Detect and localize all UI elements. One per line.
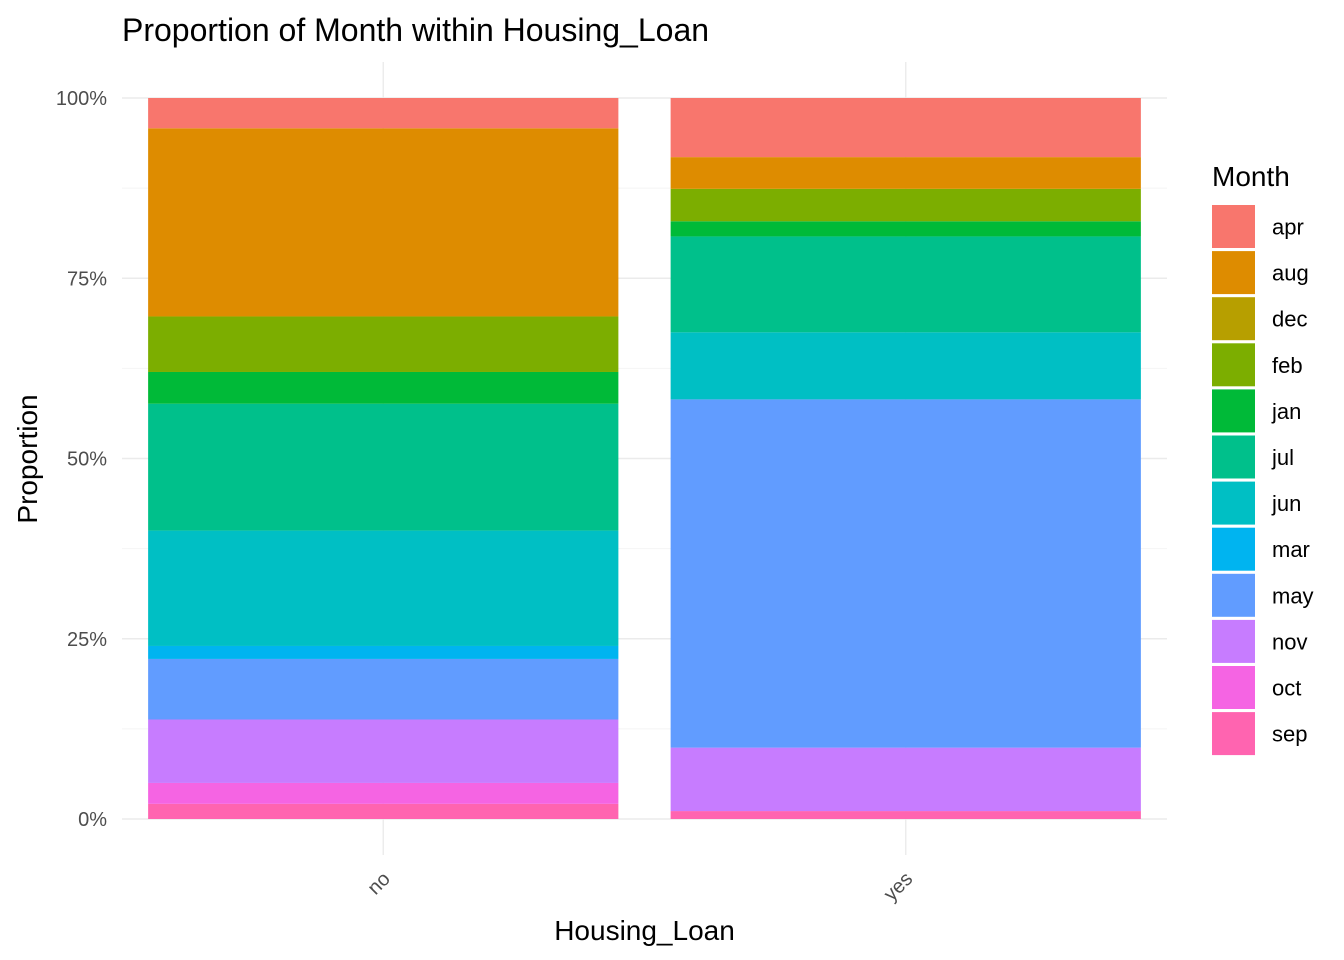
- legend-key-aug: [1212, 251, 1255, 295]
- chart-title: Proportion of Month within Housing_Loan: [122, 12, 709, 48]
- bar-segment-no-aug: [148, 128, 619, 317]
- bar-segment-yes-jun: [670, 332, 1141, 400]
- bar-segment-yes-apr: [670, 98, 1141, 158]
- legend-key-jun: [1212, 481, 1255, 525]
- bar-segment-yes-jul: [670, 236, 1141, 333]
- bar-segment-no-mar: [148, 645, 619, 659]
- legend-key-may: [1212, 573, 1255, 617]
- y-tick-label: 75%: [67, 268, 107, 290]
- bar-segment-yes-may: [670, 399, 1141, 748]
- legend-label-jul: jul: [1271, 445, 1294, 470]
- bar-segment-no-jul: [148, 403, 619, 531]
- legend-label-mar: mar: [1272, 537, 1310, 562]
- bar-segment-no-sep: [148, 803, 619, 819]
- bar-segment-no-jun: [148, 530, 619, 646]
- bar-segment-yes-jan: [670, 221, 1141, 237]
- legend-label-aug: aug: [1272, 261, 1309, 286]
- legend-key-mar: [1212, 527, 1255, 571]
- bar-segment-yes-aug: [670, 157, 1141, 189]
- y-axis-title: Proportion: [12, 394, 43, 523]
- bar-segment-no-oct: [148, 782, 619, 804]
- x-tick-label: no: [363, 868, 394, 899]
- legend-key-nov: [1212, 619, 1255, 663]
- legend-label-apr: apr: [1272, 215, 1304, 240]
- bar-segment-no-jan: [148, 371, 619, 404]
- legend-key-oct: [1212, 666, 1255, 709]
- legend-label-sep: sep: [1272, 722, 1307, 747]
- y-tick-label: 25%: [67, 629, 107, 651]
- legend-label-oct: oct: [1272, 676, 1301, 701]
- legend-label-jun: jun: [1271, 491, 1301, 516]
- legend-key-jan: [1212, 389, 1255, 433]
- x-tick-label: yes: [880, 868, 918, 906]
- bar-segment-no-feb: [148, 316, 619, 372]
- bar-segment-no-may: [148, 658, 619, 720]
- legend-key-jul: [1212, 435, 1255, 479]
- bar-segment-yes-feb: [670, 188, 1141, 222]
- bar-segment-no-nov: [148, 719, 619, 783]
- bar-segment-no-apr: [148, 98, 619, 129]
- y-tick-label: 0%: [78, 809, 107, 831]
- y-tick-label: 50%: [67, 449, 107, 471]
- y-axis-ticks: 0% 25% 50% 75% 100%: [56, 88, 107, 831]
- legend-label-dec: dec: [1272, 307, 1307, 332]
- legend-key-sep: [1212, 712, 1255, 756]
- bar-segment-yes-nov: [670, 747, 1141, 812]
- legend-label-nov: nov: [1272, 629, 1307, 654]
- y-tick-label: 100%: [56, 88, 107, 110]
- legend-label-may: may: [1272, 583, 1314, 608]
- legend-key-apr: [1212, 205, 1255, 248]
- legend-label-feb: feb: [1272, 353, 1303, 378]
- x-axis-title: Housing_Loan: [554, 915, 735, 946]
- legend: Month apr aug dec feb jan jul jun mar may nov oct s…: [1212, 161, 1314, 756]
- bars: [148, 98, 1141, 819]
- legend-key-feb: [1212, 343, 1255, 387]
- bar-segment-yes-sep: [670, 811, 1141, 819]
- legend-key-dec: [1212, 297, 1255, 341]
- legend-label-jan: jan: [1271, 399, 1301, 424]
- legend-title: Month: [1212, 161, 1290, 192]
- x-axis-ticks: no yes: [363, 868, 917, 906]
